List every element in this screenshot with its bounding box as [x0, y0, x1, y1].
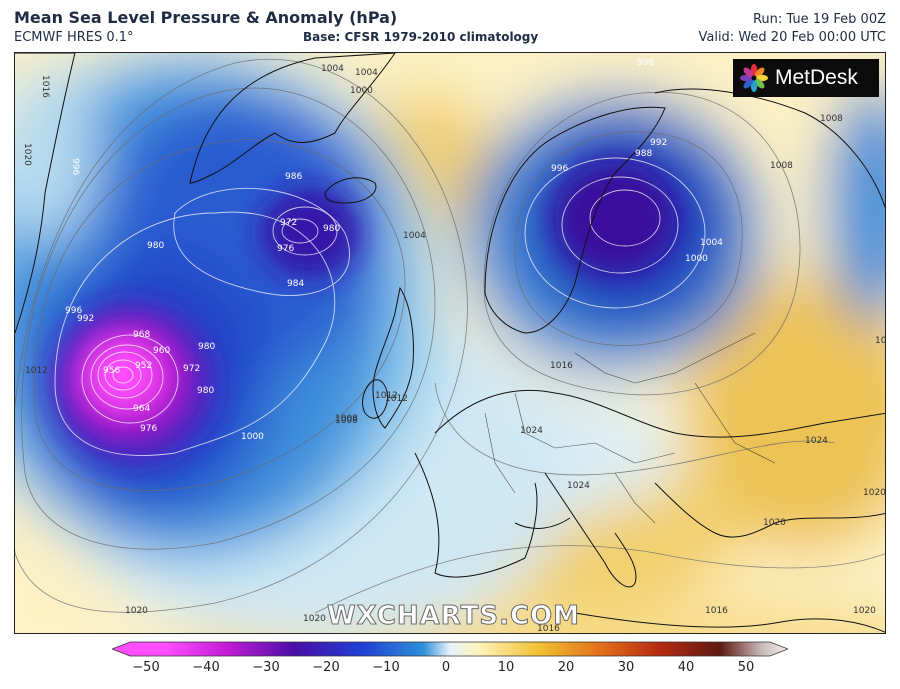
isobar-labels: 1016 1012 1020 1004 996 1004 1000 1004 9… [22, 58, 886, 634]
isobar-label: 976 [277, 244, 294, 254]
isobar-label: 1020 [22, 143, 32, 166]
colorbar-tick-label: −10 [372, 660, 400, 675]
isobar-label: 992 [650, 138, 667, 148]
colorbar-tick-label: −20 [312, 660, 340, 675]
isobar-label: 1004 [321, 64, 344, 74]
isobar-label: 1000 [241, 432, 264, 442]
isobar-label: 980 [197, 386, 214, 396]
isobar-label: 992 [77, 314, 94, 324]
isobar-label: 1020 [853, 606, 876, 616]
isobar-label: 960 [153, 346, 170, 356]
colorbar-ticks: −50 −40 −30 −20 −10 0 10 20 30 40 50 [0, 657, 900, 681]
isobar-label: 976 [140, 424, 157, 434]
climatology-base-label: Base: CFSR 1979-2010 climatology [303, 30, 539, 44]
isobar-label: 1016 [40, 75, 50, 98]
watermark: WXCHARTS.COM [326, 601, 581, 632]
anomaly-core [53, 163, 675, 461]
isobar-label: 1012 [25, 366, 48, 376]
isobar-label: 1024 [805, 436, 828, 446]
isobar-label: 1008 [875, 336, 886, 346]
isobar-label: 1016 [705, 606, 728, 616]
isobar-label: 1020 [125, 606, 148, 616]
logo-text: MetDesk [775, 66, 858, 89]
colorbar-tick-label: 20 [557, 660, 575, 675]
isobar-label: 952 [135, 361, 152, 371]
map-title: Mean Sea Level Pressure & Anomaly (hPa) [14, 8, 398, 27]
anomaly-colorbar [112, 641, 788, 657]
run-time-label: Run: Tue 19 Feb 00Z [752, 12, 886, 27]
isobar-label: 1004 [700, 238, 723, 248]
isobar-label: 996 [65, 306, 82, 316]
isobar-label: 1016 [537, 624, 560, 634]
isobar-label: 968 [133, 330, 150, 340]
metdesk-logo: MetDesk [733, 59, 879, 97]
isobar-label: 986 [285, 172, 302, 182]
isobars [54, 157, 706, 456]
isobar-label: 1020 [863, 488, 886, 498]
colorbar-tick-label: −40 [192, 660, 220, 675]
model-label: ECMWF HRES 0.1° [14, 30, 134, 45]
isobar-label: 972 [280, 218, 297, 228]
isobar-label: 1008 [820, 114, 843, 124]
colorbar-tick-label: −50 [132, 660, 160, 675]
isobar-label: 1000 [350, 86, 373, 96]
isobar-label: 964 [133, 404, 150, 414]
pressure-anomaly-map: 1016 1012 1020 1004 996 1004 1000 1004 9… [14, 52, 886, 634]
coastlines [15, 53, 885, 633]
isobar-label: 956 [103, 366, 120, 376]
isobar-label: 984 [287, 279, 304, 289]
colorbar-tick-label: 50 [737, 660, 755, 675]
colorbar-tick-label: −30 [252, 660, 280, 675]
map-canvas: 1016 1012 1020 1004 996 1004 1000 1004 9… [15, 53, 886, 634]
isobar-label: 980 [147, 241, 164, 251]
isobar-label: 1020 [303, 614, 326, 624]
isobar-label: 996 [637, 58, 654, 68]
isobar-label: 1008 [335, 416, 358, 426]
isobar-label: 980 [198, 342, 215, 352]
isobar-label: 1004 [355, 68, 378, 78]
isobar-label: 1012 [385, 394, 408, 404]
colorbar-tick-label: 10 [497, 660, 515, 675]
colorbar-tick-label: 30 [617, 660, 635, 675]
isobar-label: 996 [70, 158, 80, 175]
isobar-label: 996 [551, 164, 568, 174]
isobar-label: 980 [323, 224, 340, 234]
isobar-label: 1004 [403, 231, 426, 241]
isobar-label: 1012 [375, 391, 398, 401]
isobar-label: 972 [183, 364, 200, 374]
isobar-label: 1008 [335, 414, 358, 424]
colorbar-tick-label: 40 [677, 660, 695, 675]
isobar-label: 1020 [763, 518, 786, 528]
metdesk-flower-icon [740, 64, 768, 92]
isobar-label: 1000 [685, 254, 708, 264]
colorbar-tick-label: 0 [441, 660, 451, 675]
isobar-label: 1024 [520, 426, 543, 436]
isobar-label: 1016 [550, 361, 573, 371]
valid-time-label: Valid: Wed 20 Feb 00:00 UTC [698, 30, 886, 45]
isobar-label: 1008 [770, 161, 793, 171]
borders [484, 332, 776, 524]
isobar-label: 1024 [567, 481, 590, 491]
isobar-label: 988 [635, 149, 652, 159]
